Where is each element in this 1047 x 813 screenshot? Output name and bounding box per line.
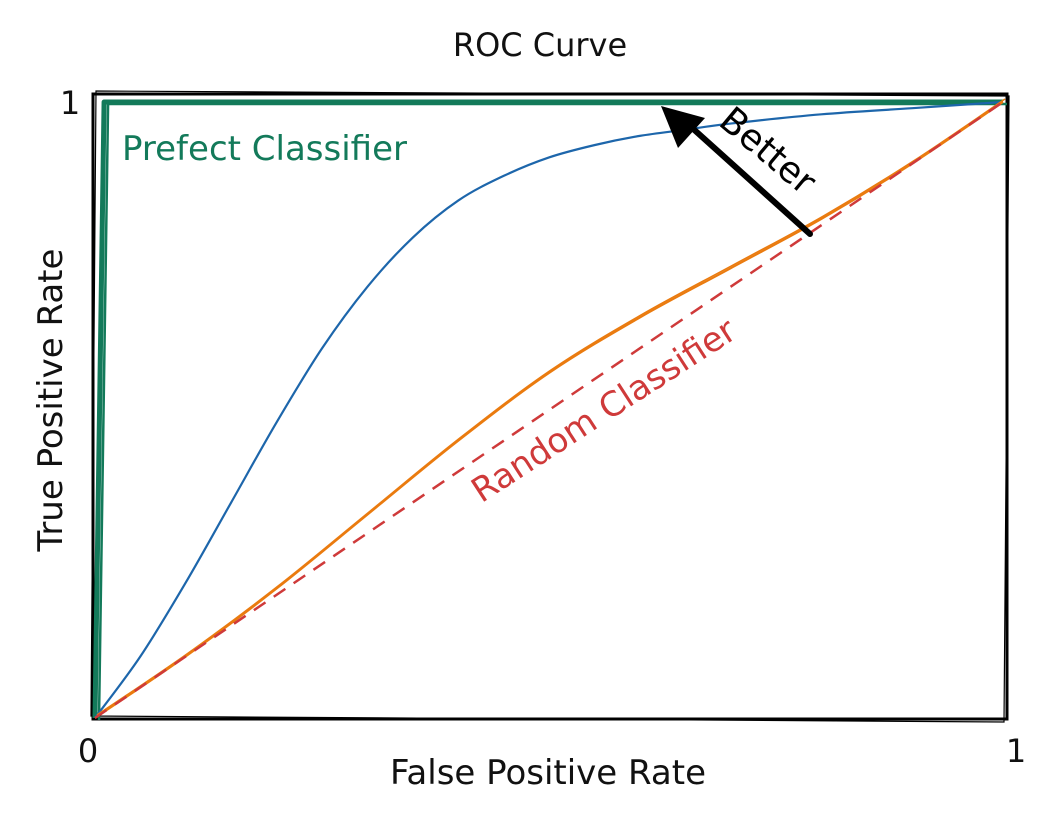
better-arrow-head (661, 106, 705, 148)
series-0-line (92, 99, 1003, 719)
x-tick-1: 1 (1006, 732, 1026, 770)
series-label-perfect: Prefect Classifier (122, 129, 407, 169)
series-3-line (94, 100, 1004, 720)
series-label-random: Random Classifier (464, 310, 743, 511)
series-layer (92, 98, 1007, 721)
chart-title: ROC Curve (453, 26, 627, 64)
better-arrow-shaft (687, 123, 813, 237)
series-0-line-sketch (97, 102, 1007, 721)
series-1-line (94, 100, 1004, 719)
series-2-line-sketch (96, 98, 1006, 716)
series-2-line (94, 101, 1004, 719)
better-arrow (661, 106, 813, 237)
x-axis-label: False Positive Rate (390, 753, 706, 793)
plot-frame (90, 90, 1010, 723)
x-tick-0: 0 (78, 732, 98, 770)
y-axis-label: True Positive Rate (31, 249, 71, 553)
y-tick-1: 1 (60, 84, 80, 122)
